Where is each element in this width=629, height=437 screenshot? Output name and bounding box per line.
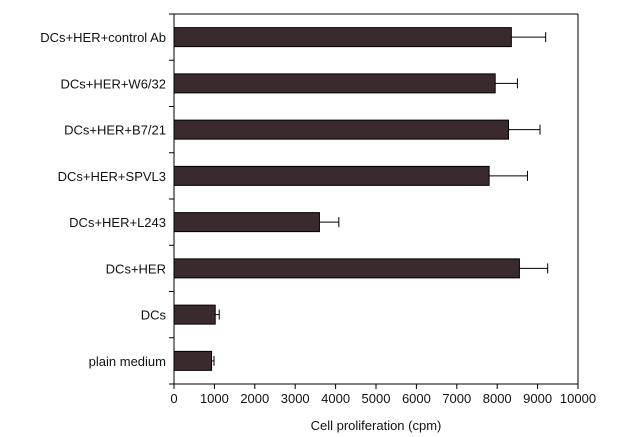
bars [173, 27, 549, 371]
bar [173, 27, 512, 48]
bar [173, 350, 213, 371]
x-tick-label: 10000 [560, 391, 596, 406]
category-label: DCs+HER+L243 [69, 215, 166, 230]
x-tick-label: 6000 [402, 391, 431, 406]
bar [173, 304, 216, 325]
category-label: DCs+HER [106, 261, 166, 276]
bar [173, 212, 320, 233]
labels: 0 1000 2000 3000 4000 5000 6000 7000 8000 9000 100… [40, 30, 596, 406]
x-tick-label: 7000 [442, 391, 471, 406]
x-tick-label: 2000 [240, 391, 269, 406]
x-axis-title: Cell proliferation (cpm) [311, 418, 442, 433]
category-label: DCs+HER+control Ab [40, 30, 166, 45]
bar [173, 258, 520, 279]
x-tick-label: 3000 [281, 391, 310, 406]
category-label: DCs+HER+W6/32 [61, 76, 166, 91]
x-tick-label: 5000 [362, 391, 391, 406]
x-tick-label: 9000 [523, 391, 552, 406]
bar [173, 119, 510, 140]
category-label: DCs [141, 308, 167, 323]
category-label: DCs+HER+SPVL3 [58, 169, 166, 184]
axes [169, 13, 579, 389]
category-label: plain medium [89, 354, 166, 369]
x-tick-label: 4000 [321, 391, 350, 406]
x-tick-label: 1000 [200, 391, 229, 406]
bar [173, 165, 490, 186]
x-tick-label: 8000 [483, 391, 512, 406]
bar [173, 73, 496, 94]
x-tick-label: 0 [170, 391, 177, 406]
category-label: DCs+HER+B7/21 [64, 123, 166, 138]
